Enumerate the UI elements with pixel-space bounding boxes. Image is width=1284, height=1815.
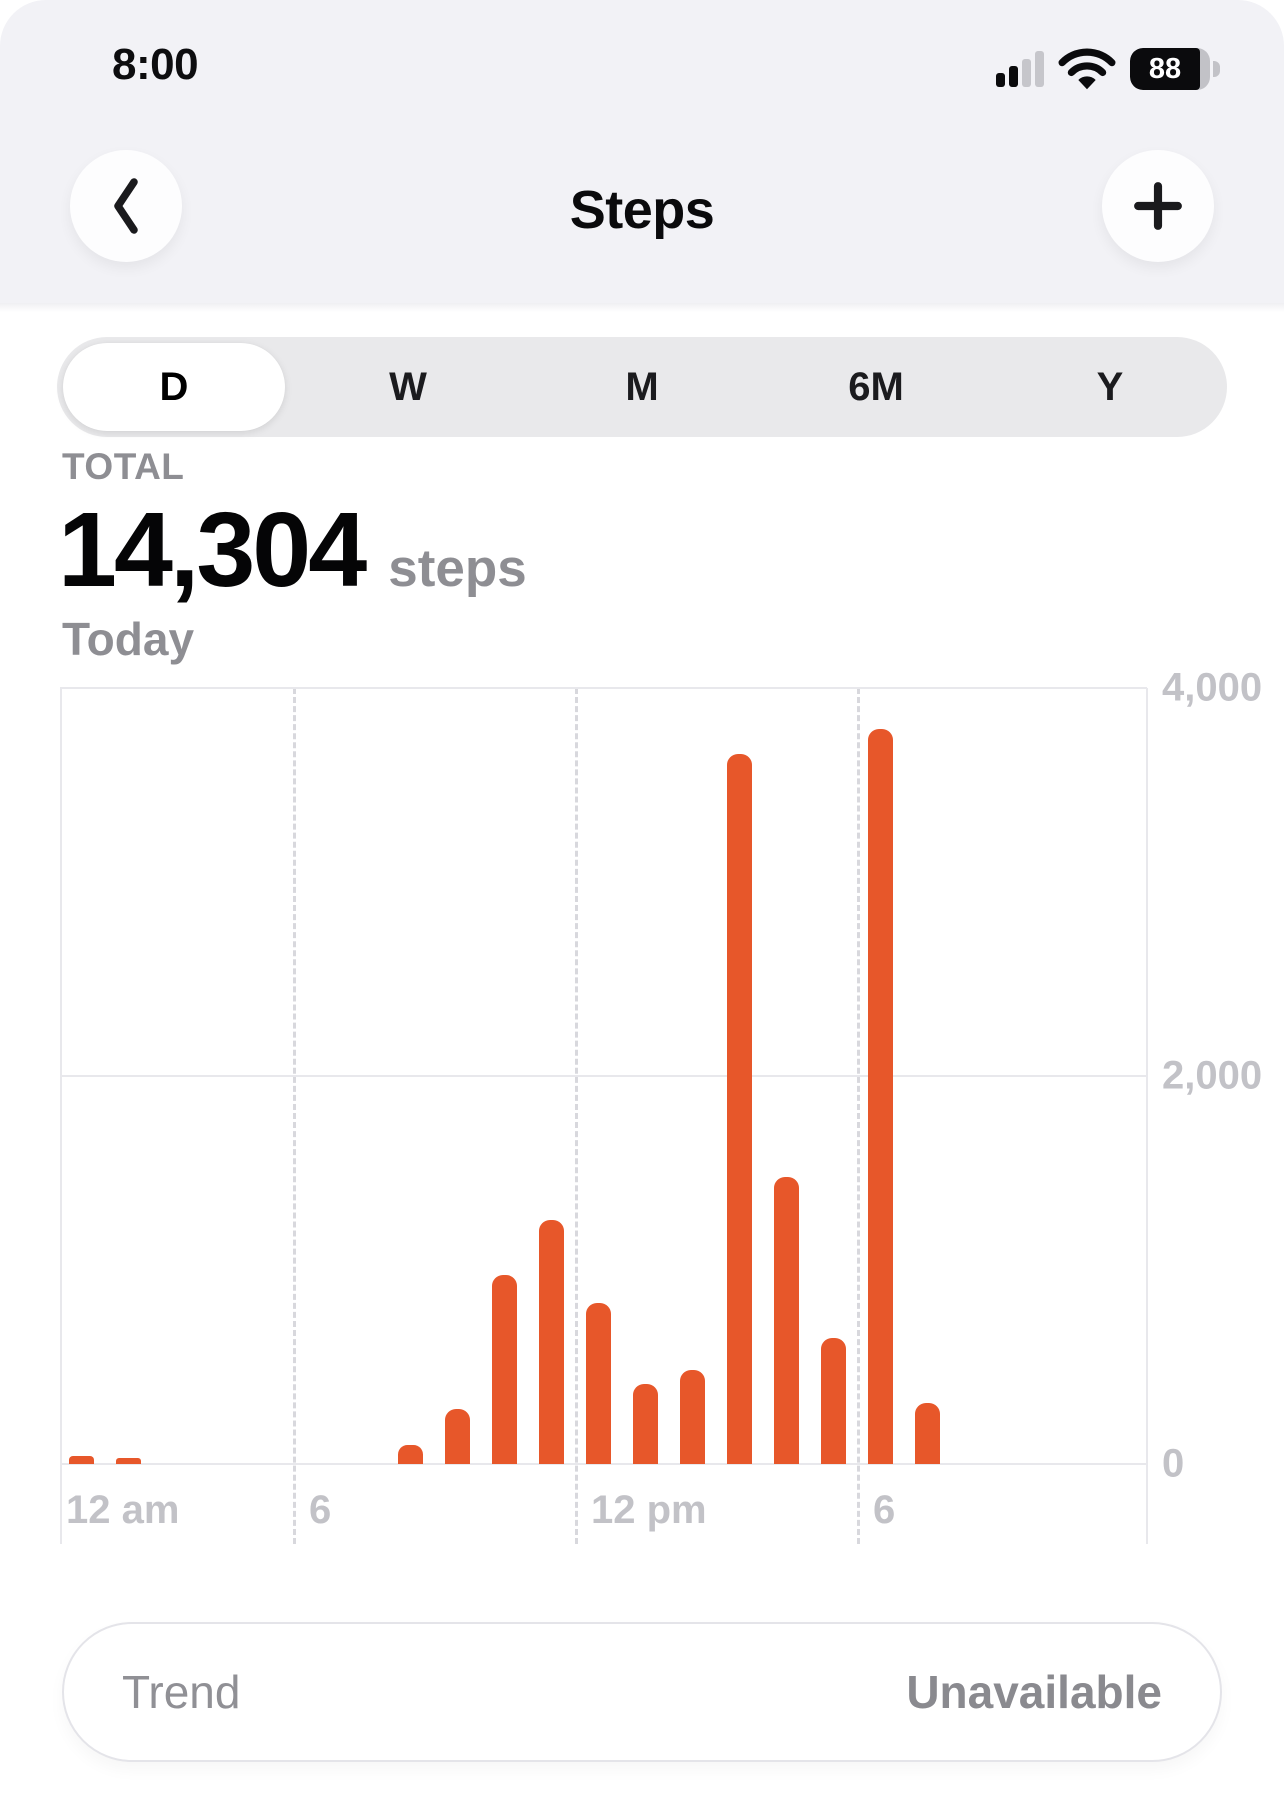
bar-hour-8[interactable] [398,1445,423,1464]
segment-year[interactable]: Y [1096,364,1124,409]
total-value-row: 14,304 steps [58,490,527,611]
gridline-y-0 [60,1463,1147,1465]
trend-value: Unavailable [906,1666,1162,1718]
trend-label: Trend [122,1666,241,1718]
status-time: 8:00 [112,40,199,89]
y-axis-label: 2,000 [1162,1053,1263,1098]
y-axis-label: 0 [1162,1441,1185,1486]
y-axis-label: 4,000 [1162,665,1263,710]
segment-week[interactable]: W [389,364,427,409]
steps-bar-chart[interactable]: 12 am 6 12 pm 6 0 2,000 4,000 [60,666,1262,1544]
x-axis-label: 6 [873,1488,896,1532]
plot-left-border [60,688,62,1544]
status-icons: 88 [996,46,1220,92]
bar-hour-15[interactable] [727,754,752,1464]
chevron-left-icon [114,178,138,234]
cellular-signal-icon [996,51,1044,87]
bar-hour-2[interactable] [116,1458,141,1464]
bar-hour-10[interactable] [492,1275,517,1464]
x-axis-label: 12 am [66,1488,180,1532]
page-title: Steps [569,180,715,240]
time-range-segmented-control: D W M 6M Y [57,337,1227,437]
gridline-6 [857,688,860,1544]
gridline-y-4000 [60,687,1147,689]
battery-icon: 88 [1130,48,1220,90]
bar-hour-13[interactable] [633,1384,658,1464]
bar-hour-17[interactable] [821,1338,846,1464]
steps-unit-label: steps [388,539,527,598]
trend-card[interactable]: Trend Unavailable [62,1622,1222,1762]
header-shadow [0,303,1284,312]
plot-right-border [1146,688,1148,1544]
gridline-12pm [575,688,578,1544]
x-axis-label: 12 pm [591,1488,707,1532]
total-label: TOTAL [62,446,185,487]
bar-hour-14[interactable] [680,1370,705,1464]
bar-hour-18[interactable] [868,729,893,1464]
back-button[interactable] [70,150,182,262]
bar-hour-16[interactable] [774,1177,799,1464]
x-axis-label: 6 [309,1488,332,1532]
segment-6months[interactable]: 6M [848,364,904,409]
bar-hour-12[interactable] [586,1303,611,1464]
add-data-button[interactable] [1102,150,1214,262]
period-label: Today [62,613,195,665]
bar-hour-9[interactable] [445,1409,470,1464]
header-background [0,0,1284,303]
wifi-icon [1058,48,1116,90]
bar-hour-11[interactable] [539,1220,564,1464]
gridline-y-2000 [60,1075,1147,1077]
segment-month[interactable]: M [625,364,659,409]
segment-day[interactable]: D [159,364,189,409]
bar-hour-1[interactable] [69,1456,94,1464]
gridline-6 [293,688,296,1544]
total-steps-value: 14,304 [58,491,367,609]
segment-selected-pill [63,343,285,431]
battery-percent: 88 [1148,52,1182,85]
plus-icon [1134,182,1182,230]
bar-hour-19[interactable] [915,1403,940,1464]
